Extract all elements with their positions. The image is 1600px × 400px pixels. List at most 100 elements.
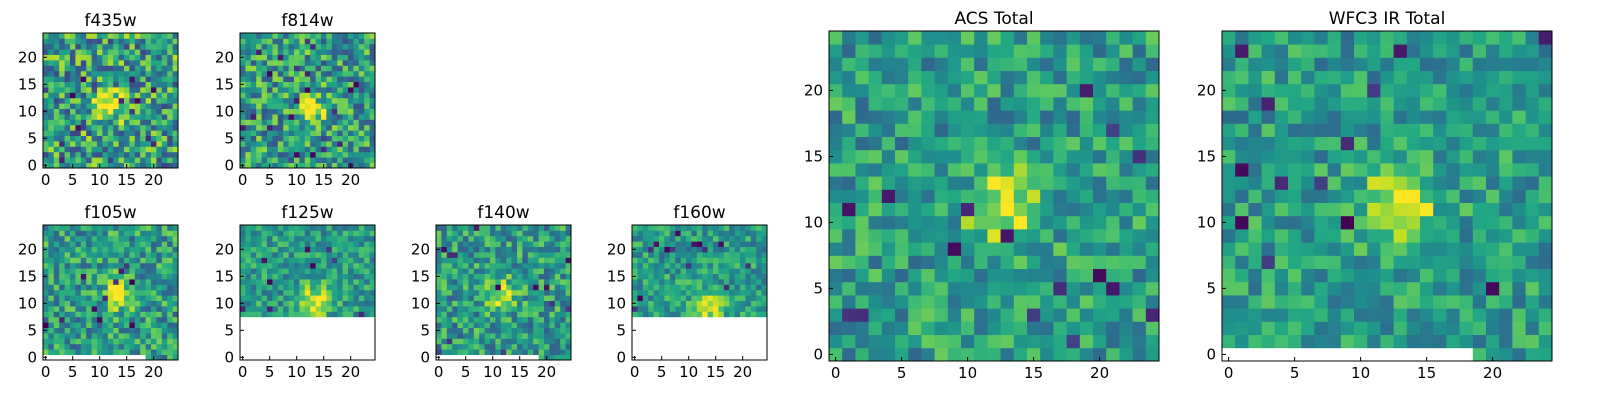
heatmap-cell [86,76,92,82]
heatmap-cell [745,273,752,280]
heatmap-cell [686,257,692,264]
heatmap-cell [124,316,130,323]
heatmap-cell [151,311,157,318]
heatmap-cell [1274,334,1289,349]
heatmap-cell [321,279,327,285]
heatmap-cell [59,225,65,231]
heatmap-cell [107,54,114,61]
heatmap-cell [140,157,146,163]
heatmap-cell [304,306,311,312]
heatmap-cell [337,135,343,142]
heatmap-cell [506,262,512,269]
heatmap-cell [113,87,119,93]
heatmap-cell [161,279,168,285]
heatmap-cell [134,252,141,258]
heatmap-cell [161,81,168,88]
heatmap-cell [974,215,988,230]
heatmap-cell [1066,44,1081,58]
heatmap-cell [1380,136,1394,151]
heatmap-cell [256,124,262,131]
heatmap-cell [48,33,55,39]
heatmap-cell [245,119,252,126]
heatmap-cell [1079,215,1094,230]
heatmap-cell [304,141,311,147]
heatmap-cell [1093,268,1107,283]
heatmap-cell [113,141,119,147]
heatmap-cell [288,162,295,169]
heatmap-cell [1040,44,1054,58]
heatmap-cell [315,92,322,99]
heatmap-cell [118,273,125,280]
heatmap-cell [1380,83,1394,98]
heatmap-cell [479,225,485,231]
heatmap-cell [1486,31,1500,45]
heatmap-cell [1499,295,1513,309]
x-tick-label: 10 [1351,364,1370,382]
heatmap-cell [107,279,114,285]
heatmap-cell [107,349,114,355]
heatmap-cell [1393,334,1408,349]
heatmap-cell [533,252,539,258]
heatmap-cell [707,252,714,258]
heatmap-cell [364,108,370,115]
heatmap-cell [86,252,92,258]
heatmap-cell [468,273,475,280]
heatmap-cell [353,162,360,169]
heatmap-cell [1446,97,1460,111]
heatmap-cell [43,70,49,77]
heatmap-cell [473,300,480,307]
heatmap-cell [457,338,464,345]
heatmap-cell [490,316,496,323]
heatmap-cell [718,262,725,269]
heatmap-cell [642,230,649,237]
heatmap-cell [1367,163,1381,177]
heatmap-cell [102,349,109,355]
heatmap-cell [436,225,442,231]
heatmap-cell [1340,163,1355,177]
heatmap-cell [1314,57,1328,71]
heatmap-cell [107,92,114,99]
heatmap-cell [256,306,262,312]
heatmap-cell [331,289,338,296]
heatmap-cell [729,279,735,285]
heatmap-cell [364,257,370,264]
heatmap-cell [107,230,114,237]
heatmap-cell [653,268,660,274]
axes-frame [435,224,572,361]
heatmap-cell [544,295,550,301]
y-tick-label: 5 [420,321,430,339]
heatmap-cells [43,33,179,169]
heatmap-cell [1406,202,1421,217]
heatmap-cell [129,49,136,55]
heatmap-cell [500,306,507,312]
axes-frame [239,32,376,169]
heatmap-cell [961,281,975,296]
heatmap-cell [240,257,246,264]
heatmap-cell [299,103,306,109]
heatmap-cell [1093,202,1107,217]
heatmap-cell [653,311,660,318]
heatmap-cell [1145,83,1160,98]
heatmap-cell [267,65,273,72]
heatmap-cell [245,252,252,258]
heatmap-cell [1499,57,1513,71]
heatmap-cell [97,289,103,296]
heatmap-cell [299,81,306,88]
heatmap-cell [1433,176,1447,190]
heatmap-cell [680,300,687,307]
heatmap-cell [118,54,125,61]
heatmap-cell [315,49,322,55]
heatmap-cell [855,255,869,269]
heatmap-cell [288,300,295,307]
heatmap-cell [59,338,65,345]
heatmap-cell [947,268,962,283]
heatmap-cell [277,103,284,109]
y-tick-label: 15 [18,75,37,93]
heatmap-cell [1301,83,1315,98]
heatmap-cell [321,119,327,126]
heatmap-cell [1525,347,1540,362]
heatmap-cell [118,108,125,115]
heatmap-cell [358,162,365,169]
heatmap-cell [91,343,98,350]
heatmap-cell [294,81,300,88]
